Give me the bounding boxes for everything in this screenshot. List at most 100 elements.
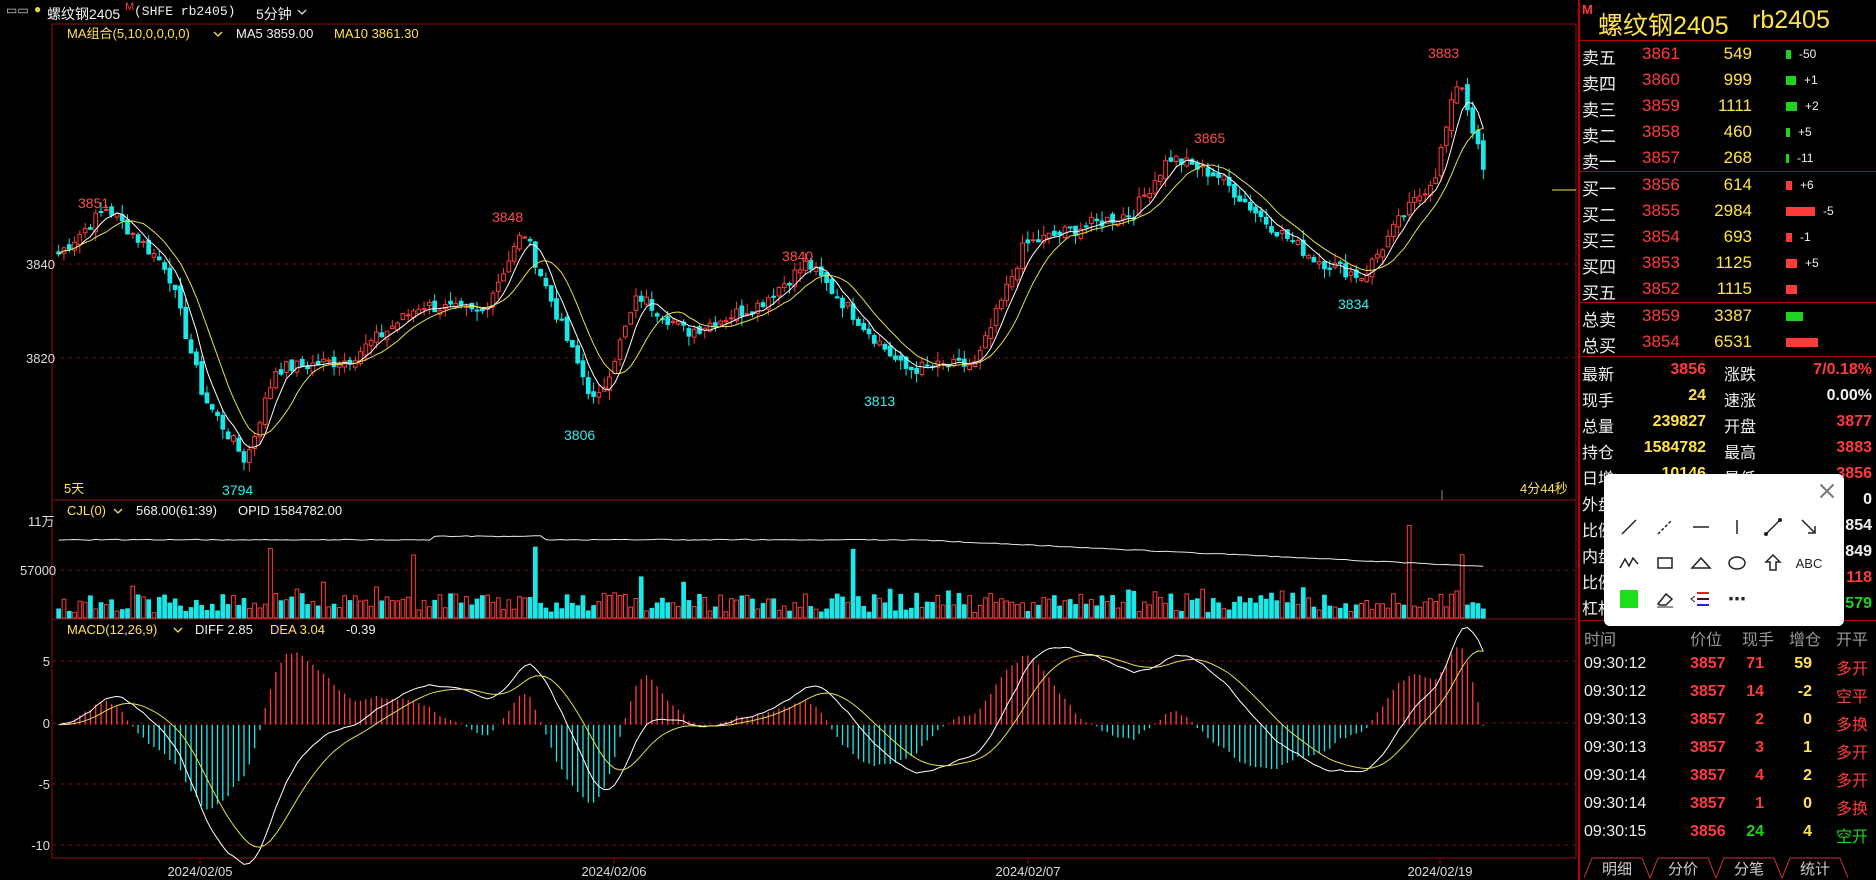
candle-body xyxy=(644,296,649,305)
tab-price-dist[interactable]: 分价 xyxy=(1668,861,1699,878)
triangle-tool-icon[interactable] xyxy=(1688,550,1714,576)
volume-bar xyxy=(1025,610,1031,619)
period-chevron-down-icon[interactable] xyxy=(297,9,307,16)
trade-increase: 4 xyxy=(1803,823,1812,840)
window-controls-icon[interactable]: ▭▭ xyxy=(6,3,29,17)
tab-detail[interactable]: 明细 xyxy=(1602,861,1633,878)
total-row[interactable]: 总卖 3859 3387 xyxy=(1580,303,1876,330)
drawing-toolbox: ABC ⋯ xyxy=(1604,474,1844,626)
volume-bar xyxy=(919,606,925,619)
vertical-line-tool-icon[interactable] xyxy=(1724,514,1750,540)
volume-bar xyxy=(713,606,718,619)
bid-row[interactable]: 买四 3853 1125 +5 xyxy=(1580,250,1876,277)
polyline-tool-icon[interactable] xyxy=(1616,550,1642,576)
line-tool-icon[interactable] xyxy=(1616,514,1642,540)
candle-body xyxy=(1253,206,1258,214)
ask-row[interactable]: 卖三 3859 1111 +2 xyxy=(1580,93,1876,120)
candle-body xyxy=(231,435,236,442)
arrow-tool-icon[interactable] xyxy=(1796,514,1822,540)
text-tool-icon[interactable]: ABC xyxy=(1795,555,1823,571)
volume-bar xyxy=(1205,611,1211,619)
volume-bar xyxy=(93,608,99,619)
trade-row[interactable]: 09:30:15 3856 24 4 空开 xyxy=(1580,819,1876,847)
candle-body xyxy=(188,339,194,354)
trade-row[interactable]: 09:30:13 3857 2 0 多换 xyxy=(1580,707,1876,735)
bid-row[interactable]: 买三 3854 693 -1 xyxy=(1580,224,1876,251)
horizontal-line-tool-icon[interactable] xyxy=(1688,514,1714,540)
up-arrow-tool-icon[interactable] xyxy=(1760,550,1786,576)
candle-body xyxy=(622,325,628,338)
trade-row[interactable]: 09:30:12 3857 71 59 多开 xyxy=(1580,651,1876,679)
x-date-0206: 2024/02/06 xyxy=(581,864,646,879)
level-volume: 999 xyxy=(1723,70,1752,89)
trade-row[interactable]: 09:30:14 3857 4 2 多开 xyxy=(1580,763,1876,791)
volume-bar xyxy=(1263,598,1269,619)
level-volume: 268 xyxy=(1723,148,1752,167)
quote-code: rb2405 xyxy=(1752,6,1830,34)
trough-label-3794: 3794 xyxy=(222,482,253,498)
tab-stats[interactable]: 统计 xyxy=(1800,861,1831,878)
period-select[interactable]: 5分钟 xyxy=(256,6,292,22)
trade-price: 3857 xyxy=(1690,767,1726,784)
rectangle-tool-icon[interactable] xyxy=(1652,550,1678,576)
eraser-tool-icon[interactable] xyxy=(1652,586,1678,612)
volume-bar xyxy=(389,599,395,619)
volume-bar xyxy=(755,608,761,619)
ma5-value: MA5 3859.00 xyxy=(236,26,313,41)
candle-body xyxy=(1438,146,1444,177)
ma10-line xyxy=(58,127,1484,436)
more-tools-icon[interactable]: ⋯ xyxy=(1728,588,1746,609)
candle-body xyxy=(1443,126,1449,147)
candle-body xyxy=(633,295,639,311)
volume-bar xyxy=(363,599,369,619)
total-row[interactable]: 总买 3854 6531 xyxy=(1580,329,1876,356)
trade-increase: 0 xyxy=(1803,711,1812,728)
volume-bar xyxy=(1078,593,1084,619)
candle-body xyxy=(903,356,909,369)
trade-row[interactable]: 09:30:13 3857 3 1 多开 xyxy=(1580,735,1876,763)
volume-bar xyxy=(1030,602,1036,619)
bid-row[interactable]: 买一 3856 614 +6 xyxy=(1580,172,1876,199)
macd-chevron-down-icon[interactable] xyxy=(173,627,183,633)
ask-row[interactable]: 卖五 3861 549 -50 xyxy=(1580,41,1876,68)
volume-bar xyxy=(1316,609,1322,619)
macd-indicator-name[interactable]: MACD(12,26,9) xyxy=(67,622,157,637)
candle-body xyxy=(474,309,480,312)
bid-row[interactable]: 买五 3852 1115 xyxy=(1580,276,1876,303)
diff-value: DIFF 2.85 xyxy=(195,622,253,637)
kline-chart[interactable]: 3840 3820 11万 57000 5 0 -5 -10 2024/02/0… xyxy=(0,0,1578,880)
vol-y-label-max: 11万 xyxy=(28,514,55,529)
ellipse-tool-icon[interactable] xyxy=(1724,550,1750,576)
candle-body xyxy=(908,366,914,371)
volume-bar xyxy=(808,606,814,619)
cjl-indicator-name[interactable]: CJL(0) xyxy=(67,503,106,518)
volume-bar xyxy=(532,546,538,619)
candle-body xyxy=(1385,235,1391,248)
volume-bar xyxy=(739,595,745,619)
candle-body xyxy=(538,268,543,277)
ma-chevron-down-icon[interactable] xyxy=(213,31,223,37)
color-picker-icon[interactable] xyxy=(1616,586,1642,612)
candle-body xyxy=(1454,86,1460,104)
separator xyxy=(1580,356,1876,357)
bid-row[interactable]: 买二 3855 2984 -5 xyxy=(1580,198,1876,225)
volume-bar xyxy=(1142,601,1147,619)
tab-tick[interactable]: 分笔 xyxy=(1734,861,1765,878)
level-volume: 693 xyxy=(1723,227,1752,246)
ask-row[interactable]: 卖四 3860 999 +1 xyxy=(1580,67,1876,94)
stat-value: 24 xyxy=(1688,387,1706,404)
trade-row[interactable]: 09:30:14 3857 1 0 多换 xyxy=(1580,791,1876,819)
volume-bar xyxy=(1126,589,1131,619)
ray-tool-icon[interactable] xyxy=(1652,514,1678,540)
line-style-tool-icon[interactable] xyxy=(1688,586,1714,612)
ask-row[interactable]: 卖二 3858 460 +5 xyxy=(1580,119,1876,146)
ask-row[interactable]: 卖一 3857 268 -11 xyxy=(1580,145,1876,172)
ma-indicator-name[interactable]: MA组合(5,10,0,0,0,0) xyxy=(67,26,190,41)
segment-tool-icon[interactable] xyxy=(1760,514,1786,540)
volume-bar xyxy=(1428,598,1433,619)
volume-bar xyxy=(278,600,284,619)
cjl-chevron-down-icon[interactable] xyxy=(113,508,123,514)
trade-row[interactable]: 09:30:12 3857 14 -2 空平 xyxy=(1580,679,1876,707)
close-icon[interactable] xyxy=(1814,478,1840,504)
level-volume: 1111 xyxy=(1717,96,1752,115)
